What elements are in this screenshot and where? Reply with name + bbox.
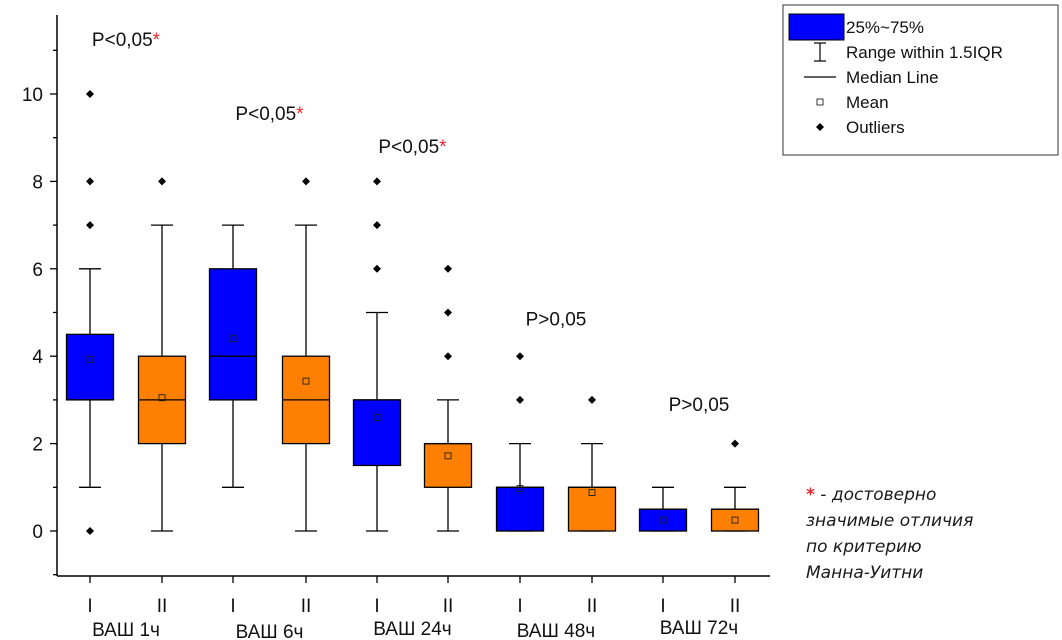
p-value-text: P>0,05 <box>669 395 730 416</box>
p-value-label: P>0,05 <box>526 310 587 331</box>
box-4-II <box>567 395 617 532</box>
legend-outlier-symbol <box>816 123 824 131</box>
mean-marker <box>516 485 524 493</box>
mean-marker <box>444 452 452 460</box>
p-value-label: P>0,05 <box>669 395 730 416</box>
note-star: * <box>806 485 815 505</box>
significance-star: * <box>296 104 304 125</box>
legend-label: Mean <box>846 93 889 112</box>
p-value-label: P<0,05* <box>235 104 304 125</box>
mean-marker <box>659 516 667 524</box>
x-group-label: ВАШ 1ч <box>92 620 160 640</box>
y-tick-label: 0 <box>32 522 43 543</box>
outlier-point <box>86 527 94 535</box>
x-group-label: ВАШ 6ч <box>236 622 304 640</box>
box-4-I <box>495 352 545 532</box>
iqr-box <box>710 508 760 532</box>
outlier-point <box>86 221 94 230</box>
x-sub-label: I <box>230 596 235 617</box>
outlier-point <box>444 352 452 361</box>
mean-marker <box>86 355 94 363</box>
x-sub-label: I <box>517 596 522 617</box>
legend-label: Outliers <box>846 118 905 137</box>
iqr-box <box>638 508 688 532</box>
outlier-point <box>516 395 524 404</box>
p-value-text: P<0,05 <box>92 30 153 51</box>
x-sub-label: II <box>587 596 598 617</box>
legend: 25%~75% Range within 1.5IQR Median Line Mea… <box>782 4 1059 156</box>
outlier-point <box>373 177 381 186</box>
outlier-point <box>86 90 94 98</box>
box-1-II <box>137 177 187 532</box>
outlier-point <box>444 264 452 273</box>
legend-mean-symbol <box>816 98 824 106</box>
iqr-box <box>423 442 473 488</box>
x-group-label: ВАШ 48ч <box>517 621 595 640</box>
x-sub-label: II <box>157 596 168 617</box>
box-5-II <box>710 439 760 532</box>
iqr-box <box>567 486 617 532</box>
p-value-label: P<0,05* <box>92 30 161 51</box>
note-line-2: значимые отличия <box>806 511 974 531</box>
box-3-II <box>423 264 473 532</box>
outlier-point <box>302 177 310 186</box>
p-value-text: P<0,05 <box>378 137 439 158</box>
significance-note: * - достоверно значимые отличия по крите… <box>806 482 1056 586</box>
mean-marker <box>158 394 166 402</box>
legend-label: Median Line <box>846 68 939 87</box>
significance-star: * <box>153 30 161 51</box>
box-1-I <box>65 90 115 535</box>
outlier-point <box>731 439 739 448</box>
boxes <box>65 90 760 535</box>
outlier-point <box>444 308 452 317</box>
outlier-point <box>86 177 94 186</box>
y-tick-label: 4 <box>32 347 43 368</box>
mean-marker <box>229 335 237 343</box>
iqr-box <box>65 333 115 401</box>
note-line-3: по критерию <box>806 537 922 557</box>
iqr-box <box>495 486 545 532</box>
mean-marker <box>373 413 381 421</box>
outlier-point <box>373 221 381 230</box>
outlier-point <box>373 264 381 273</box>
legend-box-symbol <box>788 13 845 41</box>
mean-marker <box>588 489 596 496</box>
p-value-label: P<0,05* <box>378 137 447 158</box>
outlier-point <box>516 352 524 361</box>
p-value-annotations: P<0,05*P<0,05*P<0,05*P>0,05P>0,05 <box>92 30 729 416</box>
p-value-text: P<0,05 <box>235 104 296 125</box>
x-group-label: ВАШ 24ч <box>373 619 451 640</box>
x-sub-label: II <box>443 596 454 617</box>
y-tick-label: 6 <box>32 260 43 281</box>
x-sub-label: I <box>374 596 379 617</box>
y-tick-label: 10 <box>22 85 43 106</box>
note-line-1: - достоверно <box>820 485 937 505</box>
x-group-label: ВАШ 72ч <box>660 618 738 639</box>
mean-marker <box>302 377 310 385</box>
p-value-text: P>0,05 <box>526 310 587 331</box>
x-sub-label: II <box>730 596 741 617</box>
note-line-4: Манна-Уитни <box>806 563 924 583</box>
box-2-II <box>281 177 331 532</box>
outlier-point <box>588 395 596 404</box>
legend-label: 25%~75% <box>846 18 924 37</box>
legend-label: Range within 1.5IQR <box>846 43 1003 62</box>
box-2-I <box>208 224 258 488</box>
box-5-I <box>638 486 688 532</box>
outlier-point <box>158 177 166 186</box>
y-tick-label: 2 <box>32 435 43 456</box>
iqr-box <box>352 399 402 467</box>
significance-star: * <box>439 137 447 158</box>
y-tick-label: 8 <box>32 172 43 193</box>
x-sub-label: II <box>301 596 312 617</box>
x-sub-label: I <box>660 596 665 617</box>
box-3-I <box>352 177 402 532</box>
x-sub-label: I <box>87 596 92 617</box>
iqr-box <box>208 268 258 401</box>
mean-marker <box>731 516 739 524</box>
